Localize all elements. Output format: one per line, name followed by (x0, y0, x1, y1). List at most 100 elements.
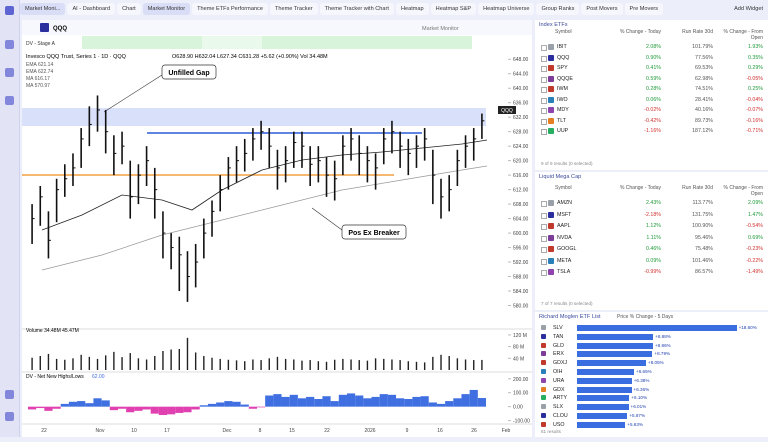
checkbox[interactable] (541, 55, 547, 62)
ticker[interactable]: GDX (553, 386, 565, 393)
nav-icon[interactable] (5, 40, 14, 49)
tab[interactable]: Chart (117, 3, 141, 15)
ticker-icon (541, 351, 546, 357)
table-cell[interactable]: SPY (557, 65, 568, 71)
table-cell[interactable]: NVDA (557, 234, 572, 241)
column-header[interactable]: % Change - Today (619, 29, 661, 35)
table-cell: 1.11% (646, 234, 661, 241)
ticker[interactable]: GDXJ (553, 360, 568, 367)
column-header[interactable]: Symbol (555, 29, 572, 35)
table-cell[interactable]: MSFT (557, 211, 572, 218)
callout-line (103, 74, 163, 113)
ticker[interactable]: OIH (553, 369, 563, 375)
ticker[interactable]: SLX (553, 404, 564, 411)
table-cell: 40.16% (695, 107, 713, 113)
breadth-bar (207, 403, 217, 407)
table-cell: 101.46% (692, 257, 713, 264)
checkbox[interactable] (541, 224, 547, 230)
checkbox[interactable] (541, 258, 547, 265)
checkbox[interactable] (541, 118, 547, 125)
ticker[interactable]: TAN (553, 333, 564, 340)
ticker[interactable]: USO (553, 421, 565, 428)
ticker-icon (541, 377, 546, 383)
column-header[interactable]: Symbol (555, 185, 572, 191)
checkbox[interactable] (541, 108, 547, 114)
table-cell[interactable]: IWO (557, 96, 568, 103)
nav-icon[interactable] (5, 68, 14, 77)
volume-bar (211, 357, 213, 370)
checkbox[interactable] (541, 87, 547, 93)
logo[interactable] (5, 6, 14, 15)
table-cell[interactable]: AMZN (557, 200, 573, 206)
breadth-bar (52, 406, 61, 409)
table-cell[interactable]: META (557, 257, 572, 264)
table-cell[interactable]: TSLA (557, 269, 571, 275)
tab[interactable]: Theme Tracker (269, 3, 318, 15)
column-header[interactable]: % Change - From Open (723, 29, 763, 41)
breadth-bar (134, 406, 143, 411)
column-header[interactable]: Run Rate 30d (682, 29, 713, 35)
table-cell[interactable]: AAPL (557, 223, 571, 229)
value-label: +6.38% (633, 377, 650, 383)
tab[interactable]: Theme Tracker with Chart (319, 3, 394, 15)
column-header[interactable]: % Change - From Open (723, 185, 763, 197)
breadth-bar (396, 398, 405, 407)
workspace-select[interactable]: Market Moni... (20, 3, 66, 15)
tab[interactable]: Heatmap Universe (478, 3, 535, 15)
table-cell[interactable]: MDY (557, 107, 569, 113)
column-header[interactable]: Run Rate 30d (682, 185, 713, 191)
ticker[interactable]: CLOU (553, 413, 568, 419)
x-tick-label: Dec (223, 428, 232, 434)
table-cell[interactable]: GOOGL (557, 246, 577, 252)
moving-average (41, 165, 488, 271)
ticker[interactable]: ERX (553, 351, 564, 358)
ticker[interactable]: GLD (553, 342, 564, 349)
table-cell[interactable]: TLT (557, 117, 567, 124)
checkbox[interactable] (541, 201, 547, 207)
table-cell[interactable]: IBIT (557, 44, 567, 50)
table-cell[interactable]: UUP (557, 128, 569, 134)
tab[interactable]: Group Ranks (536, 3, 580, 15)
checkbox[interactable] (541, 212, 547, 219)
breadth-bar (232, 401, 241, 407)
layout-name[interactable]: Market Monitor (422, 26, 459, 32)
checkbox[interactable] (541, 270, 547, 276)
column-header[interactable]: % Change - Today (619, 185, 661, 191)
ticker[interactable]: SLV (553, 325, 563, 331)
tab[interactable]: AI - Dashboard (67, 3, 116, 15)
breadth-bar (428, 402, 437, 407)
nav-icon[interactable] (5, 390, 14, 399)
ticker[interactable]: URA (553, 377, 565, 384)
checkbox[interactable] (541, 235, 547, 242)
stage-strip (82, 36, 472, 49)
tab[interactable]: Heatmap S&P (430, 3, 477, 15)
tab[interactable]: Post Movers (581, 3, 623, 15)
table-cell[interactable]: QQQ (557, 54, 570, 61)
breadth-bar (224, 401, 233, 407)
symbol[interactable]: QQQ (53, 26, 67, 32)
ticker[interactable]: ARTY (553, 395, 568, 402)
checkbox[interactable] (541, 76, 547, 83)
volume-bar (407, 361, 410, 370)
volume-bar (121, 357, 123, 370)
checkbox[interactable] (541, 66, 547, 72)
checkbox[interactable] (541, 129, 547, 135)
tab[interactable]: Market Monitor (142, 3, 191, 15)
checkbox[interactable] (541, 97, 547, 104)
table-cell[interactable]: QQQE (557, 75, 573, 82)
tab[interactable]: Theme ETFs Performance (192, 3, 268, 15)
nav-icon[interactable] (5, 96, 14, 105)
add-widget[interactable]: Add Widget (734, 6, 763, 12)
tab[interactable]: Pre Movers (624, 3, 664, 15)
breadth-bar (240, 404, 249, 407)
tab[interactable]: Heatmap (395, 3, 429, 15)
column-header[interactable]: Price % Change - 5 Days (617, 314, 674, 320)
table-cell: 101.79% (692, 44, 713, 50)
volume-bar (325, 361, 328, 370)
table-cell: 100.90% (692, 223, 713, 229)
checkbox[interactable] (541, 45, 547, 51)
checkbox[interactable] (541, 247, 547, 253)
y-tick-label: 624.00 (513, 144, 529, 150)
table-cell[interactable]: IWM (557, 86, 568, 92)
nav-icon[interactable] (5, 412, 14, 421)
